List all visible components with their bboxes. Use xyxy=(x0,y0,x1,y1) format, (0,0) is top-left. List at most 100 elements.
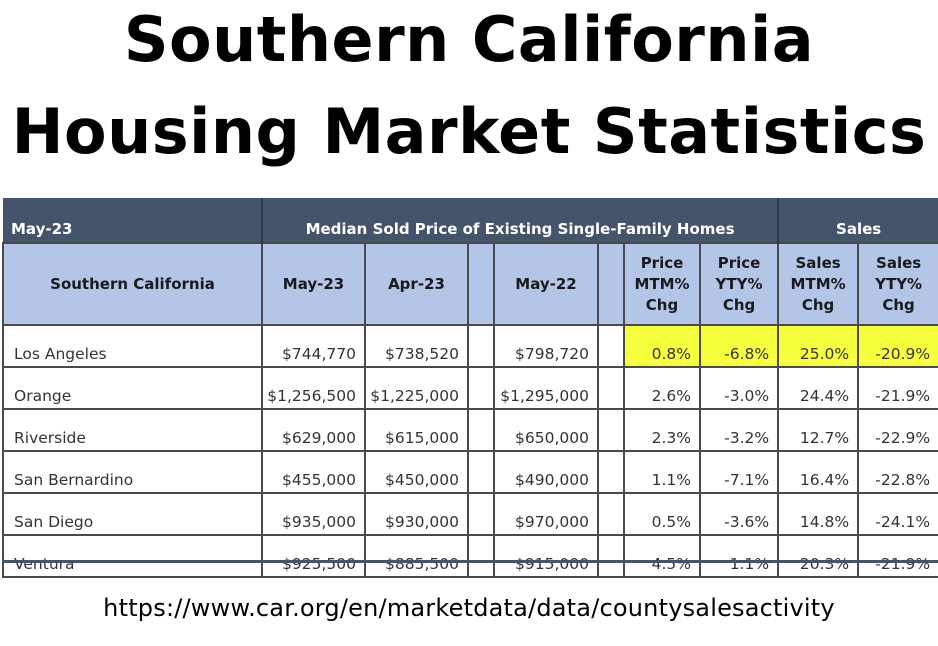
header-spacer xyxy=(467,242,495,326)
value-cell-sales-mtm: 16.4% xyxy=(777,450,860,494)
value-cell-apr23: $885,500 xyxy=(364,534,469,578)
column-header-text: May-22 xyxy=(515,274,577,293)
column-header-may23: May-23 xyxy=(261,242,366,326)
period-label: May-23 xyxy=(3,198,263,243)
column-header-price-yty: Price YTY% Chg xyxy=(698,242,780,326)
value-cell-sales-yty: -24.1% xyxy=(857,492,938,536)
column-header-text: Sales xyxy=(795,253,841,272)
column-header-apr23: Apr-23 xyxy=(364,242,469,326)
column-header-text: Price xyxy=(640,253,684,272)
value-cell-price-yty: -3.2% xyxy=(698,408,780,452)
county-name-cell: Orange xyxy=(2,366,263,410)
spacer-cell xyxy=(467,450,495,494)
value-cell-sales-mtm: 20.3% xyxy=(777,534,860,578)
value-cell-may23: $925,500 xyxy=(261,534,366,578)
value-cell-apr23: $615,000 xyxy=(364,408,469,452)
value-cell-sales-yty: -22.9% xyxy=(857,408,938,452)
value-cell-sales-yty: -20.9% xyxy=(857,324,938,368)
value-cell-may22: $1,295,000 xyxy=(493,366,599,410)
spacer-cell xyxy=(467,408,495,452)
value-cell-sales-mtm: 25.0% xyxy=(777,324,860,368)
spacer-cell xyxy=(597,534,625,578)
column-header-may22: May-22 xyxy=(493,242,599,326)
column-header-sales-mtm: Sales MTM% Chg xyxy=(777,242,860,326)
column-header-text: Chg xyxy=(722,295,756,314)
spacer-cell xyxy=(467,366,495,410)
value-cell-may22: $915,000 xyxy=(493,534,599,578)
value-cell-may22: $650,000 xyxy=(493,408,599,452)
value-cell-may22: $970,000 xyxy=(493,492,599,536)
value-cell-price-yty: -3.0% xyxy=(698,366,780,410)
value-cell-price-yty: 1.1% xyxy=(698,534,780,578)
header-spacer xyxy=(597,242,625,326)
column-header-sales-yty: Sales YTY% Chg xyxy=(857,242,938,326)
table-bottom-border xyxy=(2,560,938,563)
value-cell-price-yty: -7.1% xyxy=(698,450,780,494)
value-cell-apr23: $450,000 xyxy=(364,450,469,494)
column-header-county: Southern California xyxy=(2,242,263,326)
value-cell-sales-yty: -21.9% xyxy=(857,534,938,578)
county-name-cell: Riverside xyxy=(2,408,263,452)
column-header-row: Southern California May-23 Apr-23 May-22 Pri… xyxy=(2,242,938,326)
value-cell-price-mtm: 2.6% xyxy=(623,366,701,410)
page-title-line-2: Housing Market Statistics xyxy=(11,95,927,168)
value-cell-may22: $798,720 xyxy=(493,324,599,368)
value-cell-sales-yty: -21.9% xyxy=(857,366,938,410)
column-header-text: MTM% xyxy=(790,274,846,293)
value-cell-apr23: $1,225,000 xyxy=(364,366,469,410)
page-title-line-1: Southern California xyxy=(123,3,815,76)
column-header-text: May-23 xyxy=(282,274,345,293)
table-row: Ventura $925,500 $885,500 $915,000 4.5% 1.1% 2… xyxy=(2,534,938,578)
table-row: Los Angeles $744,770 $738,520 $798,720 0.8% -… xyxy=(2,324,938,368)
table-body: Los Angeles $744,770 $738,520 $798,720 0.8% -… xyxy=(2,324,938,578)
value-cell-sales-mtm: 14.8% xyxy=(777,492,860,536)
spacer-cell xyxy=(597,492,625,536)
value-cell-price-mtm: 0.5% xyxy=(623,492,701,536)
county-name-cell: Los Angeles xyxy=(2,324,263,368)
value-cell-may23: $629,000 xyxy=(261,408,366,452)
spacer-cell xyxy=(597,450,625,494)
housing-statistics-table: May-23 Median Sold Price of Existing Sin… xyxy=(2,198,938,578)
value-cell-may23: $455,000 xyxy=(261,450,366,494)
value-cell-may22: $490,000 xyxy=(493,450,599,494)
value-cell-apr23: $738,520 xyxy=(364,324,469,368)
spacer-cell xyxy=(467,324,495,368)
median-price-group-label: Median Sold Price of Existing Single-Fam… xyxy=(262,198,780,243)
table-row: Orange $1,256,500 $1,225,000 $1,295,000 2.6%… xyxy=(2,366,938,410)
spacer-cell xyxy=(597,366,625,410)
value-cell-price-mtm: 0.8% xyxy=(623,324,701,368)
county-name-cell: San Diego xyxy=(2,492,263,536)
column-header-text: YTY% xyxy=(715,274,763,293)
column-header-text: Chg xyxy=(645,295,679,314)
source-url: https://www.car.org/en/marketdata/data/c… xyxy=(103,594,835,622)
spacer-cell xyxy=(597,324,625,368)
column-header-text: MTM% xyxy=(634,274,690,293)
column-header-text: Chg xyxy=(801,295,835,314)
county-name-cell: San Bernardino xyxy=(2,450,263,494)
value-cell-sales-mtm: 12.7% xyxy=(777,408,860,452)
group-header-row: May-23 Median Sold Price of Existing Sin… xyxy=(3,198,938,243)
value-cell-sales-mtm: 24.4% xyxy=(777,366,860,410)
sales-group-label: Sales xyxy=(778,198,938,243)
value-cell-apr23: $930,000 xyxy=(364,492,469,536)
value-cell-price-mtm: 1.1% xyxy=(623,450,701,494)
value-cell-price-yty: -3.6% xyxy=(698,492,780,536)
column-header-price-mtm: Price MTM% Chg xyxy=(623,242,701,326)
spacer-cell xyxy=(467,492,495,536)
column-header-text: Chg xyxy=(882,295,915,314)
value-cell-may23: $744,770 xyxy=(261,324,366,368)
spacer-cell xyxy=(467,534,495,578)
table-row: San Diego $935,000 $930,000 $970,000 0.5% -3.… xyxy=(2,492,938,536)
value-cell-price-mtm: 2.3% xyxy=(623,408,701,452)
column-header-text: Price xyxy=(717,253,761,272)
column-header-text: Sales xyxy=(876,253,922,272)
column-header-text: Apr-23 xyxy=(388,274,445,293)
column-header-text: YTY% xyxy=(875,274,923,293)
value-cell-price-mtm: 4.5% xyxy=(623,534,701,578)
value-cell-sales-yty: -22.8% xyxy=(857,450,938,494)
spacer-cell xyxy=(597,408,625,452)
value-cell-may23: $935,000 xyxy=(261,492,366,536)
statistics-table-container: May-23 Median Sold Price of Existing Sin… xyxy=(2,198,938,578)
county-name-cell: Ventura xyxy=(2,534,263,578)
table-row: Riverside $629,000 $615,000 $650,000 2.3% -3.… xyxy=(2,408,938,452)
